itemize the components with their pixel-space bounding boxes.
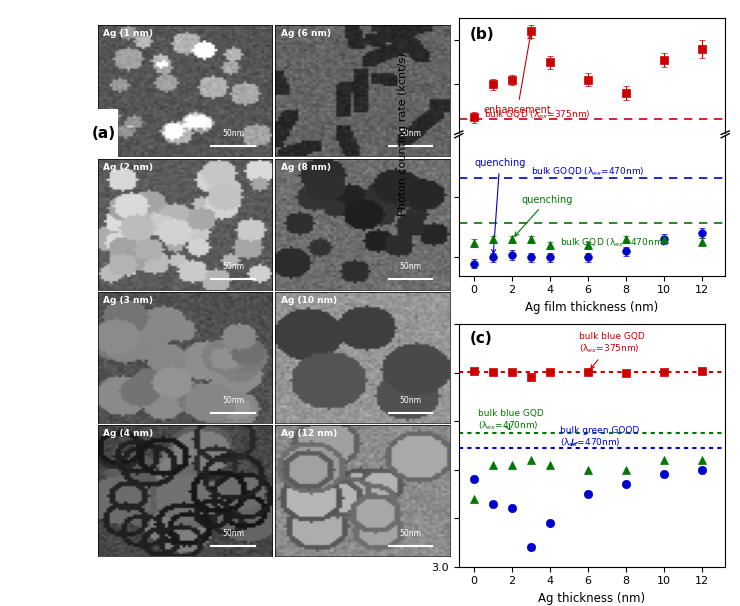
Text: 50nm: 50nm <box>222 262 244 271</box>
Text: bulk GQD (λ$_{ex}$=470nm): bulk GQD (λ$_{ex}$=470nm) <box>559 236 666 249</box>
Text: 50nm: 50nm <box>222 529 244 538</box>
Text: 50nm: 50nm <box>400 396 422 405</box>
X-axis label: Ag film thickness (nm): Ag film thickness (nm) <box>525 301 659 314</box>
Text: 50nm: 50nm <box>222 129 244 138</box>
Text: (a): (a) <box>92 126 116 141</box>
Text: Ag (3 nm): Ag (3 nm) <box>103 296 153 305</box>
Text: (c): (c) <box>469 331 492 347</box>
Text: bulk GQD (λ$_{ex}$=375nm): bulk GQD (λ$_{ex}$=375nm) <box>483 108 590 121</box>
Text: quenching: quenching <box>515 195 573 236</box>
Text: bulk blue GQD
(λ$_{ex}$=375nm): bulk blue GQD (λ$_{ex}$=375nm) <box>579 331 645 368</box>
Text: bulk GOQD (λ$_{ex}$=470nm): bulk GOQD (λ$_{ex}$=470nm) <box>531 165 645 178</box>
Text: bulk green GOQD
(λ$_{ex}$=470nm): bulk green GOQD (λ$_{ex}$=470nm) <box>559 425 639 449</box>
Text: Ag (2 nm): Ag (2 nm) <box>103 162 153 171</box>
Text: Photon counting rate (kcnt/s): Photon counting rate (kcnt/s) <box>398 53 408 216</box>
Text: Ag (8 nm): Ag (8 nm) <box>280 162 331 171</box>
Text: bulk blue GQD
(λ$_{ex}$=470nm): bulk blue GQD (λ$_{ex}$=470nm) <box>478 409 544 433</box>
Text: (b): (b) <box>469 27 494 42</box>
Text: Ag (12 nm): Ag (12 nm) <box>280 429 337 438</box>
Text: 50nm: 50nm <box>222 396 244 405</box>
Y-axis label: Lifetime (ns): Lifetime (ns) <box>413 408 425 483</box>
Text: Ag (10 nm): Ag (10 nm) <box>280 296 337 305</box>
Text: enhancement: enhancement <box>483 35 551 115</box>
Text: Ag (1 nm): Ag (1 nm) <box>103 29 153 38</box>
Text: quenching: quenching <box>474 158 525 253</box>
X-axis label: Ag thickness (nm): Ag thickness (nm) <box>539 592 645 605</box>
Text: 50nm: 50nm <box>400 129 422 138</box>
Text: 50nm: 50nm <box>400 262 422 271</box>
Text: Ag (4 nm): Ag (4 nm) <box>103 429 153 438</box>
Text: Ag (6 nm): Ag (6 nm) <box>280 29 331 38</box>
Text: 50nm: 50nm <box>400 529 422 538</box>
